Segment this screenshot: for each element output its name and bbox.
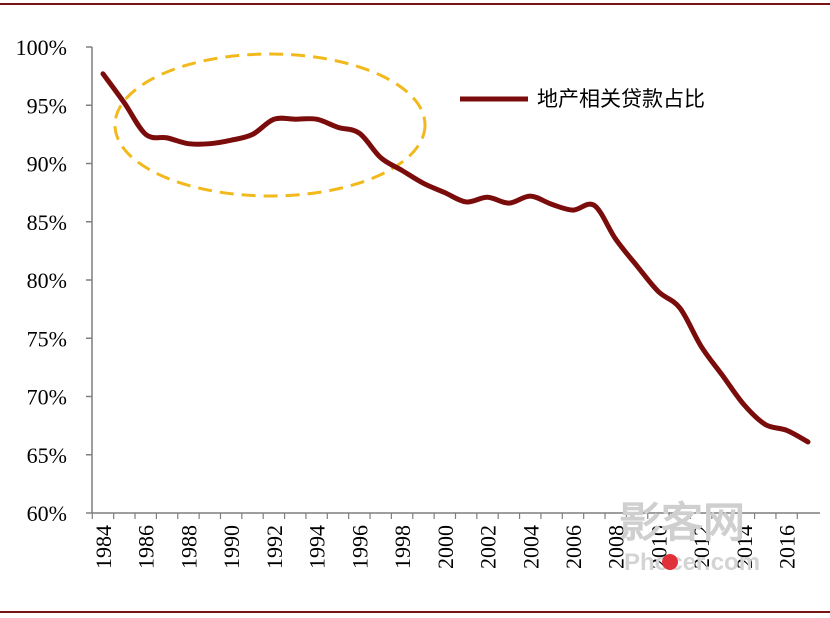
legend-label: 地产相关贷款占比 <box>537 87 705 111</box>
bottom-rule <box>0 611 830 613</box>
x-tick-label: 2008 <box>604 525 629 569</box>
x-tick-label: 2014 <box>732 525 757 569</box>
x-tick-label: 1992 <box>262 525 287 569</box>
series-line <box>100 71 811 445</box>
watermark-chinese: 影客网 <box>619 498 745 547</box>
watermark-dot <box>662 554 678 570</box>
x-tick-label: 2002 <box>476 525 501 569</box>
x-tick-label: 1986 <box>134 525 159 569</box>
y-tick-label: 90% <box>27 152 67 177</box>
y-tick-label: 60% <box>27 501 67 526</box>
x-tick-label: 1984 <box>91 525 116 569</box>
x-tick-label: 2000 <box>433 525 458 569</box>
x-tick-label: 2012 <box>689 525 714 569</box>
y-tick-label: 100% <box>16 35 67 60</box>
x-tick-label: 2016 <box>775 525 800 569</box>
y-tick-label: 75% <box>27 326 67 351</box>
watermark: 影客网 Phocer.com <box>619 498 760 576</box>
highlight-ellipse <box>113 52 427 198</box>
y-axis: 60% 65% 70% 75% 80% 85% 90% 95% 100% <box>16 35 93 526</box>
y-tick-label: 95% <box>27 93 67 118</box>
y-tick-label: 65% <box>27 443 67 468</box>
y-tick-label: 80% <box>27 268 67 293</box>
x-tick-label: 1990 <box>219 525 244 569</box>
legend: 地产相关贷款占比 <box>460 87 705 111</box>
y-tick-label: 85% <box>27 210 67 235</box>
y-tick-label: 70% <box>27 385 67 410</box>
x-tick-label: 2006 <box>561 525 586 569</box>
x-tick-label: 1988 <box>176 525 201 569</box>
top-rule <box>0 3 830 5</box>
x-tick-label: 2004 <box>518 525 543 569</box>
x-tick-label: 1994 <box>305 525 330 569</box>
x-tick-label: 1996 <box>347 525 372 569</box>
x-tick-label: 1998 <box>390 525 415 569</box>
watermark-latin: Phocer.com <box>624 549 760 576</box>
